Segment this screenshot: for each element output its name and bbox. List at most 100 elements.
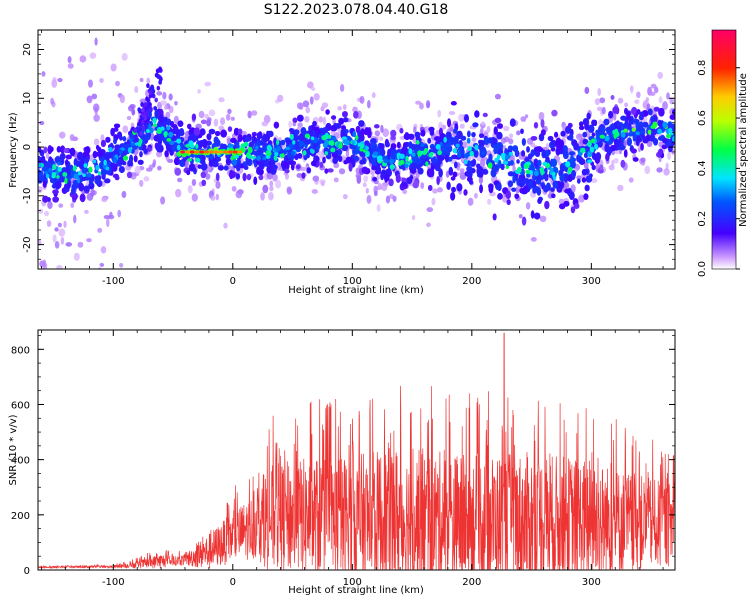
spectral-ridge-blob bbox=[551, 193, 556, 199]
spectral-noise-blob bbox=[121, 53, 128, 61]
spectral-ridge-blob bbox=[143, 148, 148, 155]
spectral-ridge-blob bbox=[570, 155, 574, 163]
x-tick-label: 300 bbox=[582, 276, 601, 287]
spectral-noise-blob bbox=[117, 209, 122, 218]
spectral-noise-blob bbox=[261, 121, 269, 127]
spectral-core-blob bbox=[376, 155, 383, 162]
spectral-noise-blob bbox=[624, 102, 629, 108]
spectral-core-blob bbox=[330, 147, 336, 153]
spectral-core-blob bbox=[48, 167, 53, 173]
spectral-core-blob bbox=[389, 158, 394, 165]
spectral-core-blob bbox=[327, 134, 332, 139]
spectral-ridge-blob bbox=[133, 155, 138, 163]
spectral-noise-blob bbox=[204, 113, 209, 119]
spectral-noise-blob bbox=[227, 108, 232, 114]
spectral-noise-blob bbox=[191, 193, 198, 202]
spectral-ridge-blob bbox=[463, 189, 468, 196]
spectral-ridge-blob bbox=[494, 93, 501, 100]
spectral-noise-blob bbox=[617, 184, 624, 192]
spectral-core-blob bbox=[437, 150, 442, 156]
spectral-ridge-blob bbox=[285, 139, 292, 145]
spectral-noise-blob bbox=[480, 158, 486, 168]
spectral-noise-blob bbox=[231, 185, 237, 192]
spectral-ridge-blob bbox=[482, 112, 488, 118]
spectral-ridge-blob bbox=[540, 129, 546, 136]
spectral-noise-blob bbox=[63, 220, 67, 228]
spectral-ridge-blob bbox=[537, 159, 542, 167]
spectral-noise-blob bbox=[459, 123, 465, 129]
spectral-noise-blob bbox=[58, 228, 66, 237]
spectral-noise-blob bbox=[218, 97, 225, 103]
spectral-ridge-blob bbox=[408, 141, 413, 150]
spectral-ridge-blob bbox=[156, 143, 162, 153]
spectral-core-blob bbox=[668, 127, 673, 134]
spectral-streak-blob bbox=[145, 112, 150, 118]
spectral-ridge-blob bbox=[338, 117, 345, 125]
spectral-ridge-blob bbox=[201, 154, 206, 162]
spectral-streak-blob bbox=[141, 125, 146, 131]
x-tick-label: 200 bbox=[462, 577, 481, 588]
spectral-noise-blob bbox=[345, 150, 350, 158]
spectral-noise-blob bbox=[645, 97, 649, 102]
spectral-ridge-blob bbox=[476, 168, 481, 175]
spectral-ridge-blob bbox=[401, 145, 408, 155]
spectral-noise-blob bbox=[516, 130, 521, 136]
spectral-ridge-blob bbox=[558, 203, 566, 210]
spectral-core-blob bbox=[399, 159, 405, 165]
spectral-noise-blob bbox=[426, 222, 431, 228]
spectral-ridge-blob bbox=[340, 129, 346, 137]
spectral-hot-blob bbox=[218, 150, 224, 154]
spectral-ridge-blob bbox=[466, 176, 473, 183]
spectral-ridge-blob bbox=[229, 170, 236, 179]
spectral-noise-blob bbox=[304, 116, 310, 123]
spectral-core-blob bbox=[464, 159, 468, 165]
spectral-noise-blob bbox=[538, 111, 545, 121]
spectral-noise-blob bbox=[110, 63, 117, 72]
spectral-ridge-blob bbox=[591, 164, 596, 171]
spectral-noise-blob bbox=[175, 188, 182, 198]
spectral-ridge-blob bbox=[598, 125, 604, 132]
spectral-ridge-blob bbox=[388, 178, 394, 187]
spectral-noise-blob bbox=[437, 109, 442, 118]
spectral-ridge-blob bbox=[372, 176, 378, 182]
spectral-ridge-blob bbox=[267, 130, 274, 138]
spectral-ridge-blob bbox=[568, 151, 576, 156]
spectral-core-blob bbox=[195, 143, 199, 149]
spectral-noise-blob bbox=[156, 91, 163, 96]
spectral-core-blob bbox=[73, 173, 78, 179]
spectral-ridge-blob bbox=[42, 180, 47, 188]
spectral-noise-blob bbox=[70, 202, 75, 209]
spectral-noise-blob bbox=[91, 93, 98, 100]
spectral-streak-blob bbox=[159, 76, 163, 82]
spectral-ridge-blob bbox=[104, 178, 111, 184]
spectral-noise-blob bbox=[275, 179, 282, 189]
spectral-ridge-blob bbox=[540, 118, 545, 128]
spectral-ridge-blob bbox=[457, 146, 463, 152]
spectral-noise-blob bbox=[379, 136, 384, 141]
x-tick-label: 100 bbox=[343, 577, 362, 588]
spectral-core-blob bbox=[528, 170, 534, 175]
spectral-noise-blob bbox=[59, 131, 66, 139]
spectral-noise-blob bbox=[657, 71, 663, 80]
spectral-core-blob bbox=[168, 131, 174, 138]
spectral-noise-blob bbox=[197, 89, 201, 94]
spectral-noise-blob bbox=[146, 77, 151, 84]
spectral-streak-blob bbox=[148, 102, 152, 108]
spectral-ridge-blob bbox=[532, 174, 536, 182]
spectral-core-blob bbox=[594, 143, 599, 150]
spectral-noise-blob bbox=[365, 187, 369, 194]
spectral-ridge-blob bbox=[63, 148, 70, 154]
spectral-ridge-blob bbox=[56, 145, 62, 153]
spectral-ridge-blob bbox=[582, 131, 588, 138]
spectral-ridge-blob bbox=[466, 130, 471, 138]
spectral-core-blob bbox=[45, 173, 50, 179]
spectral-ridge-blob bbox=[273, 137, 277, 146]
spectral-ridge-blob bbox=[460, 153, 466, 159]
spectral-streak-blob bbox=[146, 83, 150, 89]
spectral-ridge-blob bbox=[227, 126, 233, 132]
spectral-ridge-blob bbox=[544, 200, 550, 210]
spectral-core-blob bbox=[411, 152, 416, 157]
spectral-noise-blob bbox=[204, 81, 212, 87]
spectral-core-blob bbox=[469, 150, 474, 157]
spectral-core-blob bbox=[365, 146, 369, 151]
